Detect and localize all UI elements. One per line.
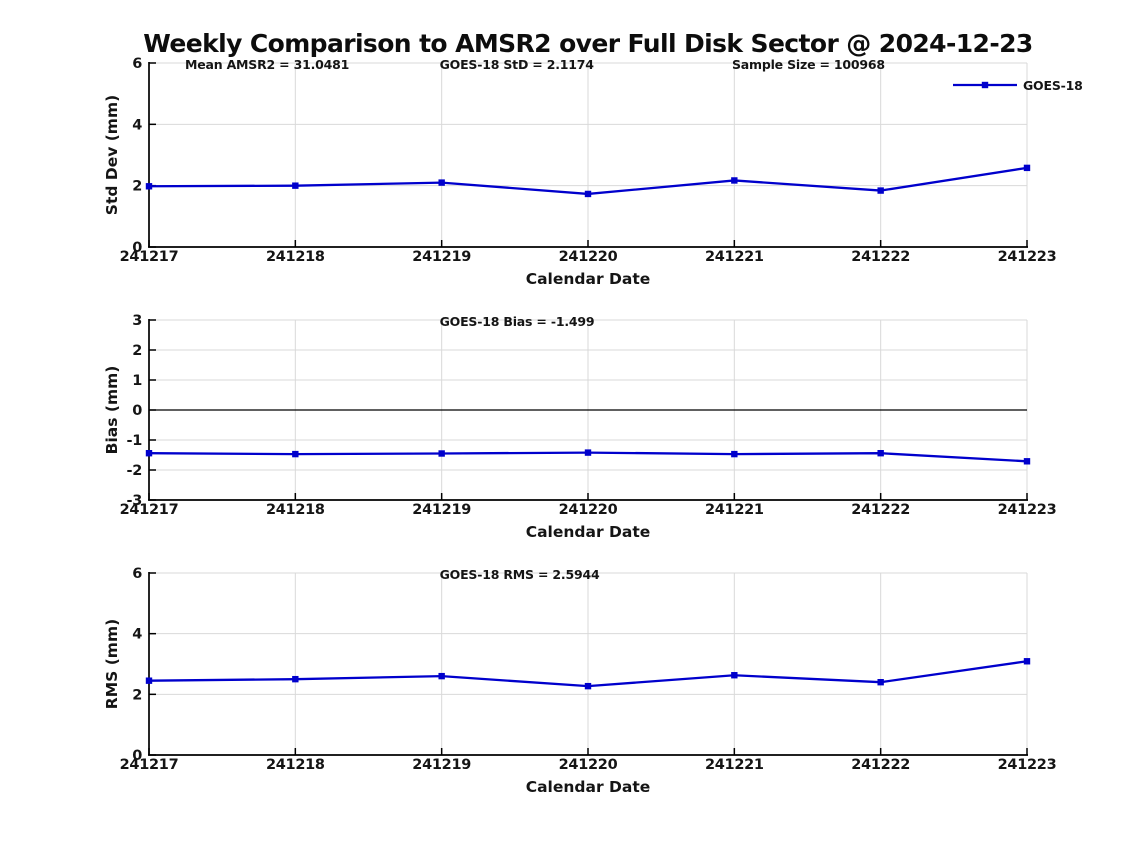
x-tick-label: 241217 (120, 502, 179, 518)
stat-annotation: GOES-18 StD = 2.1174 (440, 57, 595, 72)
x-axis-label: Calendar Date (526, 270, 651, 288)
x-tick-label: 241220 (559, 757, 618, 773)
data-point-marker (438, 179, 445, 186)
data-point-marker (584, 682, 592, 690)
y-tick-label: 0 (132, 403, 142, 419)
x-tick-label: 241221 (705, 757, 764, 773)
subplot-rms: 241217 241218 241219 241220 241221 241222 2412… (103, 566, 1057, 796)
data-point-marker (145, 183, 153, 190)
subplot-bias: 241217 241218 241219 241220 241221 241222 2412… (103, 313, 1057, 541)
data-point-marker (1023, 164, 1031, 172)
x-tick-label: 241217 (120, 757, 179, 773)
stat-annotation: Mean AMSR2 = 31.0481 (185, 57, 349, 72)
data-point-marker (731, 672, 738, 679)
data-point-marker (292, 675, 299, 683)
y-tick-label: 0 (132, 240, 142, 256)
x-tick-label: 241218 (266, 757, 325, 773)
y-tick-label: 1 (132, 373, 142, 389)
figure-title: Weekly Comparison to AMSR2 over Full Dis… (143, 29, 1033, 58)
x-tick-label: 241222 (851, 502, 910, 518)
x-tick-label: 241221 (705, 502, 764, 518)
x-tick-label: 241219 (412, 757, 471, 773)
y-tick-label: 4 (132, 627, 142, 643)
x-tick-label: 241222 (851, 249, 910, 265)
data-point-marker (584, 190, 592, 198)
x-tick-label: 241219 (412, 249, 471, 265)
y-tick-label: 4 (132, 117, 142, 133)
x-axis-label: Calendar Date (526, 778, 651, 796)
y-tick-label: -2 (126, 463, 142, 479)
y-axis-label: Bias (mm) (103, 366, 121, 455)
data-point-marker (731, 450, 738, 458)
legend-marker (981, 81, 989, 89)
y-tick-label: 2 (132, 687, 142, 703)
data-point-marker (1023, 658, 1031, 665)
stat-annotation: GOES-18 Bias = -1.499 (440, 314, 595, 329)
x-tick-label: 241218 (266, 502, 325, 518)
legend: GOES-18 (953, 78, 1083, 93)
data-point-marker (584, 449, 592, 456)
y-tick-label: 6 (132, 56, 142, 72)
x-tick-label: 241219 (412, 502, 471, 518)
x-tick-label: 241220 (559, 249, 618, 265)
x-tick-label: 241220 (559, 502, 618, 518)
y-tick-label: -3 (126, 493, 142, 509)
y-tick-label: 3 (132, 313, 142, 329)
x-tick-label: 241218 (266, 249, 325, 265)
x-tick-label: 241223 (998, 249, 1057, 265)
y-tick-label: 2 (132, 343, 142, 359)
x-tick-label: 241217 (120, 249, 179, 265)
data-point-marker (145, 450, 153, 457)
data-point-marker (145, 677, 153, 684)
data-point-marker (731, 177, 738, 184)
data-point-marker (438, 672, 445, 680)
subplot-std_dev: 241217 241218 241219 241220 241221 241222 2412… (103, 56, 1083, 288)
stat-annotation: Sample Size = 100968 (732, 57, 885, 72)
y-tick-label: -1 (126, 433, 142, 449)
legend-label: GOES-18 (1023, 78, 1083, 93)
x-tick-label: 241223 (998, 757, 1057, 773)
x-axis-label: Calendar Date (526, 523, 651, 541)
data-point-marker (438, 450, 445, 457)
y-axis-label: RMS (mm) (103, 619, 121, 709)
data-point-marker (292, 182, 299, 189)
x-tick-label: 241222 (851, 757, 910, 773)
y-tick-label: 2 (132, 179, 142, 195)
data-point-marker (292, 450, 299, 458)
y-axis-label: Std Dev (mm) (103, 95, 121, 215)
x-tick-label: 241221 (705, 249, 764, 265)
stat-annotation: GOES-18 RMS = 2.5944 (440, 567, 600, 582)
y-tick-label: 0 (132, 748, 142, 764)
data-point-marker (877, 450, 884, 457)
data-point-marker (877, 679, 884, 686)
data-point-marker (1023, 458, 1031, 465)
y-tick-label: 6 (132, 566, 142, 582)
data-point-marker (877, 187, 884, 194)
x-tick-label: 241223 (998, 502, 1057, 518)
